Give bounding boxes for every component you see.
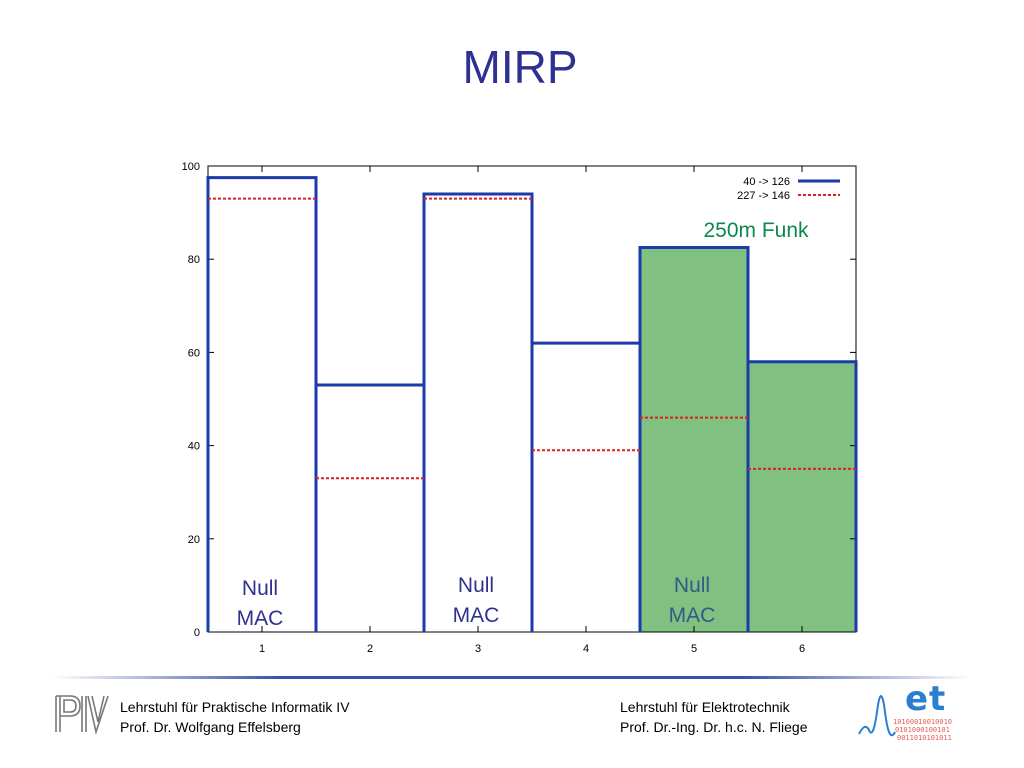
highlight-area-5 xyxy=(640,247,748,633)
svg-text:0101000100101: 0101000100101 xyxy=(895,726,950,734)
y-tick-label-0: 0 xyxy=(194,627,200,639)
svg-text:10100010010010: 10100010010010 xyxy=(893,718,952,726)
y-tick-label-80: 80 xyxy=(188,254,200,266)
footer-left-line2: Prof. Dr. Wolfgang Effelsberg xyxy=(120,719,301,735)
x-tick-label-6: 6 xyxy=(799,643,805,655)
pi4-logo xyxy=(55,695,109,735)
annotation-1-line1: Null xyxy=(242,577,278,600)
legend-label-1: 227 -> 146 xyxy=(737,190,790,202)
footer-right-line2: Prof. Dr.-Ing. Dr. h.c. N. Fliege xyxy=(620,719,808,735)
annotation-5-line1: Null xyxy=(674,574,710,597)
bar-solid-2 xyxy=(314,383,426,632)
footer-divider xyxy=(52,676,972,679)
highlight-area-6 xyxy=(748,361,856,632)
highlight-label: 250m Funk xyxy=(703,219,809,242)
svg-text:0011010101011: 0011010101011 xyxy=(897,734,952,742)
x-tick-label-1: 1 xyxy=(259,643,265,655)
bar-solid-4 xyxy=(530,341,642,632)
svg-text:t: t xyxy=(929,682,945,719)
et-logo: e t 10100010010010 0101000100101 0011010… xyxy=(858,682,952,742)
x-tick-label-2: 2 xyxy=(367,643,373,655)
annotation-5-line2: MAC xyxy=(669,604,716,627)
footer-left: Lehrstuhl für Praktische Informatik IV P… xyxy=(120,697,350,737)
annotation-3-line1: Null xyxy=(458,574,494,597)
y-tick-label-20: 20 xyxy=(188,534,200,546)
footer-right: Lehrstuhl für Elektrotechnik Prof. Dr.-I… xyxy=(620,697,808,737)
bar-solid-3 xyxy=(422,192,534,632)
annotation-1-line2: MAC xyxy=(237,607,284,630)
footer-right-line1: Lehrstuhl für Elektrotechnik xyxy=(620,699,790,715)
bar-solid-1 xyxy=(206,176,318,632)
x-tick-label-3: 3 xyxy=(475,643,481,655)
bar-solid-6 xyxy=(746,360,858,632)
svg-text:e: e xyxy=(905,682,928,719)
bar-chart: 0 20 40 60 80 100 1 2 3 4 5 6 40 -> 126 227 -> 146 250… xyxy=(182,161,858,655)
y-tick-label-100: 100 xyxy=(182,161,200,173)
y-tick-label-60: 60 xyxy=(188,347,200,359)
x-tick-label-4: 4 xyxy=(583,643,589,655)
x-tick-label-5: 5 xyxy=(691,643,697,655)
slide-title: MIRP xyxy=(462,41,578,93)
annotation-3-line2: MAC xyxy=(453,604,500,627)
legend-label-0: 40 -> 126 xyxy=(743,176,790,188)
footer-left-line1: Lehrstuhl für Praktische Informatik IV xyxy=(120,699,350,715)
y-tick-label-40: 40 xyxy=(188,441,200,453)
